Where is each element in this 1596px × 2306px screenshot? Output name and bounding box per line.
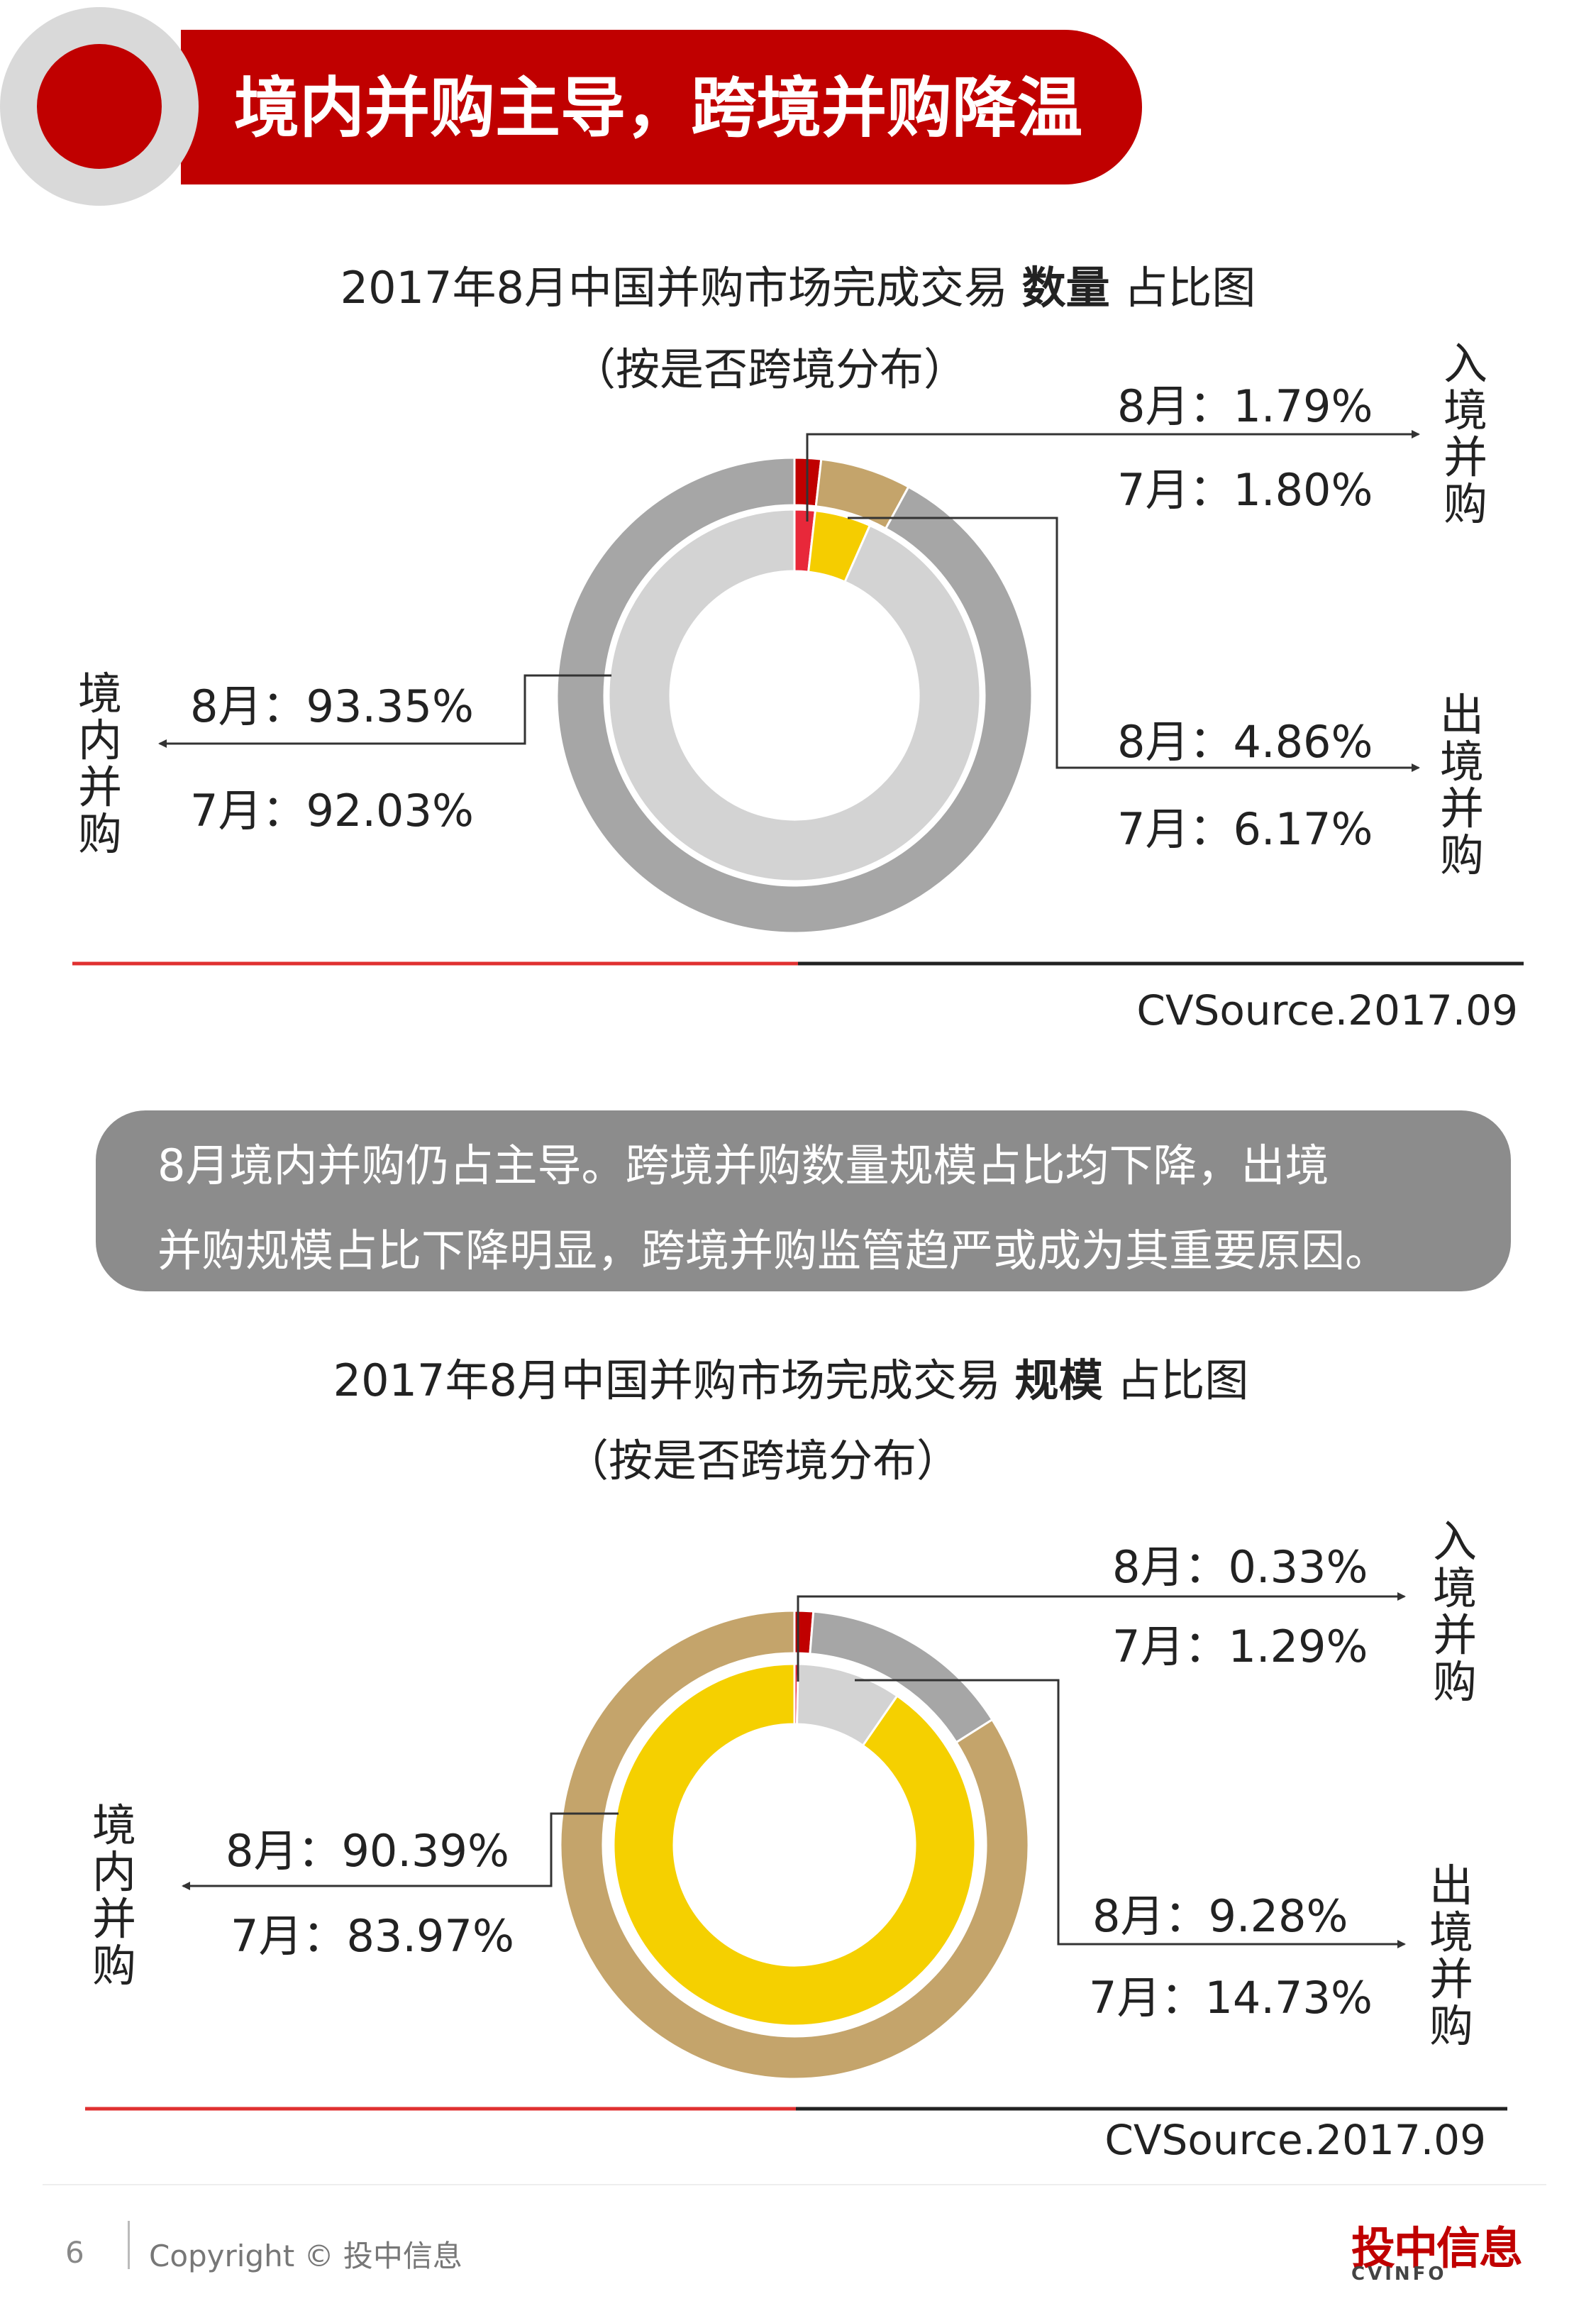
chart2-title-bold: 规模 — [1014, 1355, 1103, 1406]
footer-copyright: Copyright © 投中信息 — [149, 2239, 462, 2273]
chart1-outbound-label: 出境并购 — [1439, 689, 1484, 881]
summary-note-box — [96, 1110, 1511, 1291]
chart2-connector-1 — [855, 1679, 1406, 1948]
chart2-outbound-aug: 8月：9.28% — [1092, 1890, 1348, 1942]
page-number: 6 — [65, 2235, 84, 2270]
chart1-title: 2017年8月中国并购市场完成交易 数量 占比图 — [0, 252, 1596, 316]
header-banner — [181, 30, 1142, 184]
chart2-title-post: 占比图 — [1102, 1355, 1249, 1406]
chart2-domestic-jul: 7月：83.97% — [231, 1910, 514, 1962]
chart1-outbound-aug: 8月：4.86% — [1117, 716, 1373, 768]
chart2-connector-2 — [182, 1812, 619, 1890]
chart1-inbound-label: 入境并购 — [1443, 338, 1487, 530]
chart1-domestic-jul: 7月：92.03% — [190, 785, 474, 837]
brand-logo: 投中信息 — [1351, 2222, 1523, 2274]
chart1-outer-slice-2 — [555, 456, 1033, 934]
brand-logo-sub: CVINFO — [1351, 2263, 1447, 2285]
chart2-outbound-label: 出境并购 — [1429, 1860, 1473, 2052]
chart1-subtitle: （按是否跨境分布） — [571, 343, 968, 395]
chart2-title-pre: 2017年8月中国并购市场完成交易 — [333, 1355, 1015, 1406]
chart1-domestic-aug: 8月：93.35% — [190, 680, 474, 732]
chart1-inbound-aug: 8月：1.79% — [1117, 380, 1373, 432]
summary-note-line1: 8月境内并购仍占主导。跨境并购数量规模占比均下降，出境 — [157, 1140, 1329, 1191]
chart1-connector-2 — [158, 674, 611, 748]
chart2-connector-0 — [797, 1592, 1406, 1682]
chart2-source: CVSource.2017.09 — [1104, 2116, 1486, 2164]
chart1-domestic-label: 境内并购 — [77, 668, 122, 860]
chart1-connector-0 — [806, 430, 1420, 522]
chart2-domestic-label: 境内并购 — [92, 1799, 136, 1992]
chart2-title: 2017年8月中国并购市场完成交易 规模 占比图 — [0, 1345, 1589, 1408]
chart1-inner-slice-2 — [607, 508, 982, 883]
chart1-inbound-jul: 7月：1.80% — [1117, 464, 1373, 516]
chart2-inner-slice-2 — [612, 1662, 977, 2027]
chart2-outer-slice-2 — [559, 1609, 1030, 2080]
chart2-outbound-jul: 7月：14.73% — [1089, 1972, 1373, 2024]
summary-note-line2: 并购规模占比下降明显，跨境并购监管趋严或成为其重要原因。 — [157, 1225, 1390, 1276]
footer-separator — [128, 2221, 130, 2269]
chart2-subtitle: （按是否跨境分布） — [564, 1435, 960, 1486]
header-circle-center — [37, 44, 162, 169]
page-title: 境内并购主导，跨境并购降温 — [234, 70, 1083, 146]
chart1-title-post: 占比图 — [1109, 262, 1256, 314]
chart2-inbound-label: 入境并购 — [1432, 1516, 1477, 1708]
chart2-inbound-jul: 7月：1.29% — [1112, 1621, 1368, 1672]
chart2-domestic-aug: 8月：90.39% — [226, 1825, 509, 1877]
chart1-title-bold: 数量 — [1021, 262, 1110, 314]
chart2-inbound-aug: 8月：0.33% — [1112, 1541, 1368, 1593]
chart1-source: CVSource.2017.09 — [1136, 986, 1518, 1035]
chart1-outbound-jul: 7月：6.17% — [1117, 803, 1373, 855]
chart1-connector-1 — [848, 517, 1420, 772]
chart1-title-pre: 2017年8月中国并购市场完成交易 — [340, 262, 1022, 314]
footer-divider — [43, 2184, 1546, 2185]
